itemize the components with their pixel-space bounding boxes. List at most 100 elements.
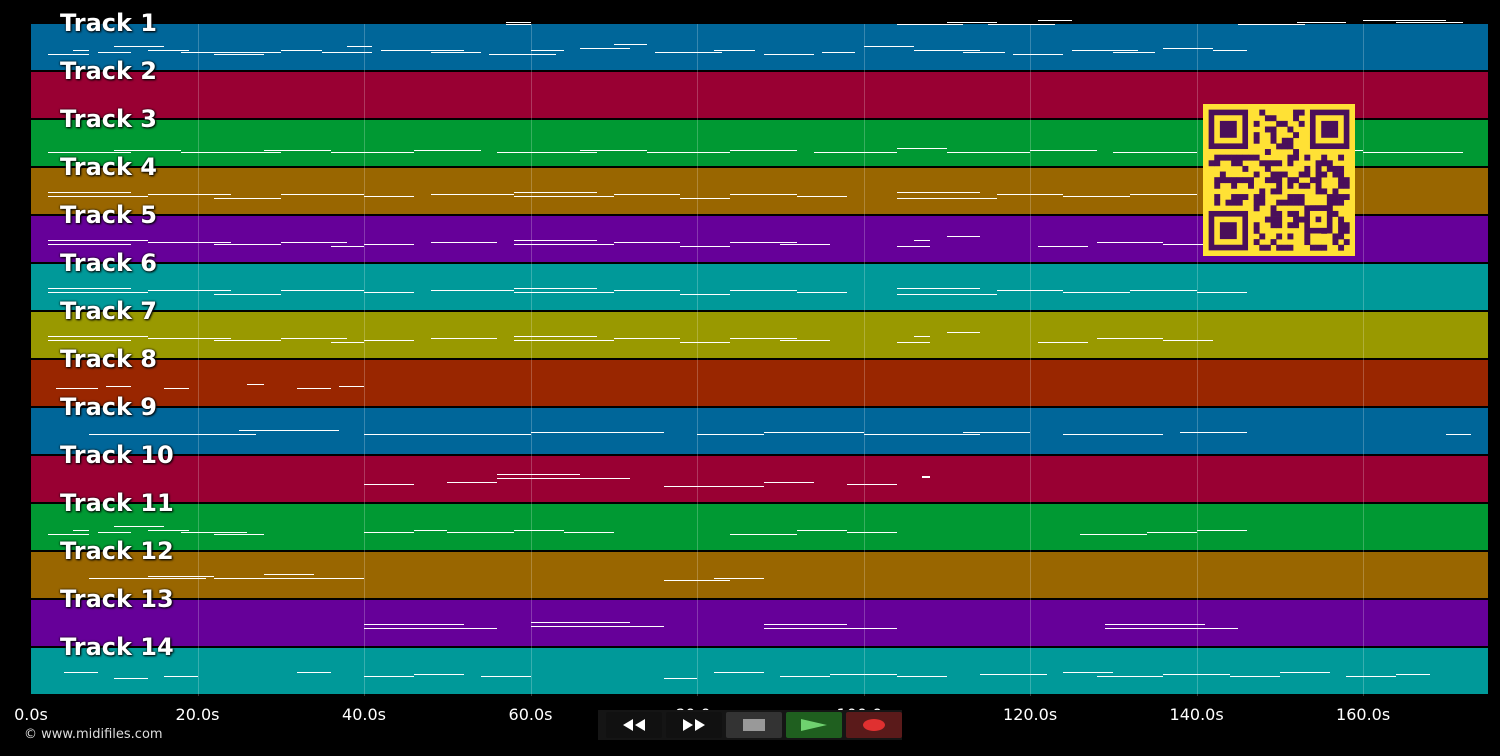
- midi-note: [530, 626, 664, 627]
- midi-note: [105, 386, 131, 387]
- midi-note: [530, 432, 664, 433]
- midi-note: [663, 580, 731, 581]
- midi-note: [1163, 340, 1214, 341]
- midi-note: [763, 432, 864, 433]
- midi-note: [1129, 290, 1197, 291]
- midi-note: [147, 194, 231, 195]
- midi-note: [530, 622, 631, 623]
- midi-note: [763, 628, 897, 629]
- midi-note: [980, 674, 1047, 675]
- midi-note: [147, 338, 231, 339]
- midi-note: [730, 194, 797, 195]
- track-lane[interactable]: [31, 24, 1488, 70]
- track-label: Track 9: [60, 393, 158, 421]
- midi-note: [896, 676, 947, 677]
- track-label: Track 11: [60, 489, 174, 517]
- midi-note: [214, 578, 315, 579]
- midi-note: [780, 244, 831, 245]
- midi-note: [730, 338, 797, 339]
- midi-note: [413, 150, 481, 151]
- midi-note: [580, 48, 631, 49]
- midi-note: [730, 150, 797, 151]
- midi-note: [1196, 530, 1247, 531]
- stop-button[interactable]: [726, 712, 782, 738]
- midi-note: [364, 340, 414, 341]
- time-tick-label: 60.0s: [508, 705, 553, 724]
- midi-note: [430, 242, 498, 243]
- midi-note: [513, 292, 614, 293]
- track-lane[interactable]: [31, 504, 1488, 550]
- rewind-button[interactable]: [606, 712, 662, 738]
- midi-note: [1063, 292, 1130, 293]
- track-lane[interactable]: [31, 648, 1488, 694]
- midi-note: [680, 342, 731, 343]
- midi-note: [946, 236, 981, 237]
- midi-note: [47, 244, 131, 245]
- midi-note: [963, 432, 1031, 433]
- record-button[interactable]: [846, 712, 902, 738]
- midi-note: [1396, 674, 1430, 675]
- midi-note: [1063, 672, 1114, 673]
- track-lane[interactable]: [31, 456, 1488, 502]
- midi-note: [214, 54, 265, 55]
- midi-note: [164, 388, 190, 389]
- midi-note: [247, 384, 265, 385]
- midi-note: [488, 54, 556, 55]
- midi-note: [730, 242, 797, 243]
- copyright-text: © www.midifiles.com: [24, 727, 163, 742]
- midi-note: [364, 676, 414, 677]
- midi-note: [47, 240, 148, 241]
- play-button[interactable]: [786, 712, 842, 738]
- track-lane[interactable]: [31, 552, 1488, 598]
- midi-note: [780, 340, 831, 341]
- midi-note: [1013, 54, 1064, 55]
- midi-note: [1163, 244, 1214, 245]
- midi-note: [364, 244, 414, 245]
- midi-note: [1038, 246, 1089, 247]
- track-lane[interactable]: [31, 408, 1488, 454]
- midi-note: [613, 194, 681, 195]
- midi-note: [1213, 50, 1247, 51]
- midi-note: [280, 290, 365, 291]
- midi-note: [946, 152, 1031, 153]
- track-lane[interactable]: [31, 312, 1488, 358]
- midi-note: [680, 246, 731, 247]
- midi-note: [763, 54, 814, 55]
- midi-note: [47, 152, 131, 153]
- track-label: Track 12: [60, 537, 174, 565]
- time-tick-label: 140.0s: [1169, 705, 1224, 724]
- midi-note: [513, 240, 598, 241]
- midi-note: [214, 534, 265, 535]
- midi-note: [214, 294, 281, 295]
- midi-note: [1105, 624, 1205, 625]
- qr-code: [1203, 104, 1355, 256]
- midi-note: [447, 532, 514, 533]
- midi-note: [47, 192, 131, 193]
- midi-note: [1179, 432, 1247, 433]
- midi-note: [147, 50, 190, 51]
- midi-note: [996, 194, 1064, 195]
- midi-note: [1071, 50, 1139, 51]
- track-label: Track 2: [60, 57, 158, 85]
- midi-note: [97, 532, 131, 533]
- track-lane[interactable]: [31, 360, 1488, 406]
- midi-note: [297, 388, 331, 389]
- midi-note: [896, 342, 931, 343]
- fast-forward-button[interactable]: [666, 712, 722, 738]
- track-lane[interactable]: [31, 600, 1488, 646]
- midi-note: [364, 434, 531, 435]
- midi-note: [896, 246, 931, 247]
- midi-note: [846, 532, 897, 533]
- track-label: Track 14: [60, 633, 174, 661]
- midi-note: [963, 52, 1006, 53]
- midi-note: [114, 526, 165, 527]
- midi-note: [663, 486, 764, 487]
- track-lane[interactable]: [31, 264, 1488, 310]
- midi-note: [613, 290, 681, 291]
- midi-note: [330, 246, 365, 247]
- midi-note: [247, 52, 281, 53]
- midi-note: [713, 672, 764, 673]
- midi-note: [497, 152, 598, 153]
- midi-note: [713, 578, 764, 579]
- midi-note: [180, 52, 248, 53]
